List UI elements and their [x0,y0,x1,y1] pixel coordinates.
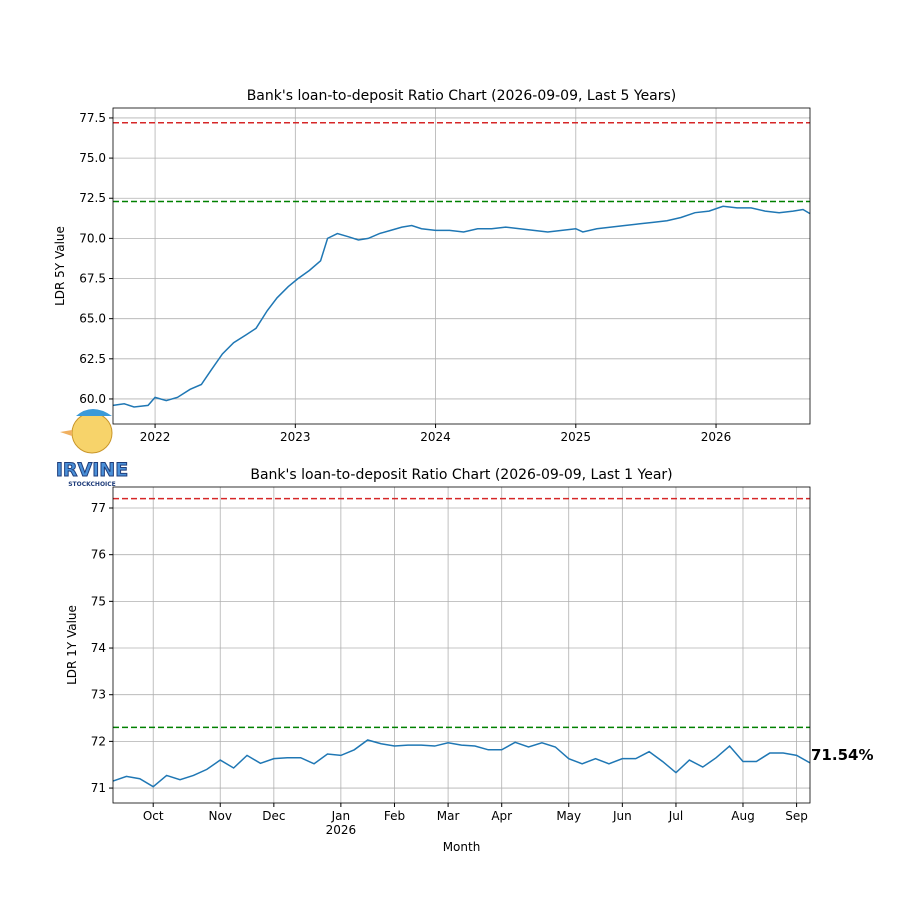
x-tick-label: 2025 [561,430,592,444]
data-line [112,739,811,788]
x-tick-label: Dec [262,809,285,823]
logo-face [71,412,113,454]
logo-subtext: STOCKCHOICE [68,481,116,488]
x-tick-label: 2024 [420,430,451,444]
y-tick-label: 67.5 [79,272,106,286]
axes-frame [112,107,811,425]
y-tick-label: 71 [91,781,106,795]
x-tick-label: Feb [384,809,405,823]
subplot: Bank's loan-to-deposit Ratio Chart (2026… [65,467,873,854]
y-tick-label: 72 [91,734,106,748]
y-tick-label: 65.0 [79,312,106,326]
x-tick-label: Nov [209,809,232,823]
x-tick-label: 2022 [140,430,171,444]
x-tick-label: Jun [612,809,632,823]
x-axis-label: Month [443,840,481,854]
data-line [112,205,811,408]
x-tick-label: 2023 [280,430,311,444]
chart-title: Bank's loan-to-deposit Ratio Chart (2026… [247,88,677,104]
y-tick-label: 77.5 [79,111,106,125]
x-tick-label: Jul [668,809,683,823]
y-tick-label: 72.5 [79,191,106,205]
y-axis-label: LDR 1Y Value [65,605,79,685]
y-axis-label: LDR 5Y Value [53,226,67,306]
x-tick-label: Sep [785,809,808,823]
logo-text: IRVINE [56,459,128,481]
y-tick-label: 76 [91,548,106,562]
subplot: Bank's loan-to-deposit Ratio Chart (2026… [53,88,811,444]
x-tick-label: Aug [731,809,754,823]
y-tick-label: 75 [91,594,106,608]
axes-frame [112,486,811,804]
y-tick-label: 77 [91,501,106,515]
x-tick-label: Apr [491,809,512,823]
y-tick-label: 75.0 [79,151,106,165]
x-tick-label: Mar [437,809,460,823]
logo-nose [60,430,72,436]
x-tick-label: Jan 2026 [326,809,357,837]
y-tick-label: 62.5 [79,352,106,366]
y-tick-label: 74 [91,641,106,655]
x-tick-label: May [556,809,581,823]
x-tick-label: Oct [143,809,164,823]
chart-title: Bank's loan-to-deposit Ratio Chart (2026… [250,467,672,483]
logo: IRVINE STOCKCHOICE [55,409,129,488]
y-tick-label: 70.0 [79,231,106,245]
last-value-label: 71.54% [811,746,873,764]
y-tick-label: 73 [91,688,106,702]
logo-hat [76,409,112,416]
y-tick-label: 60.0 [79,392,106,406]
x-tick-label: 2026 [701,430,732,444]
